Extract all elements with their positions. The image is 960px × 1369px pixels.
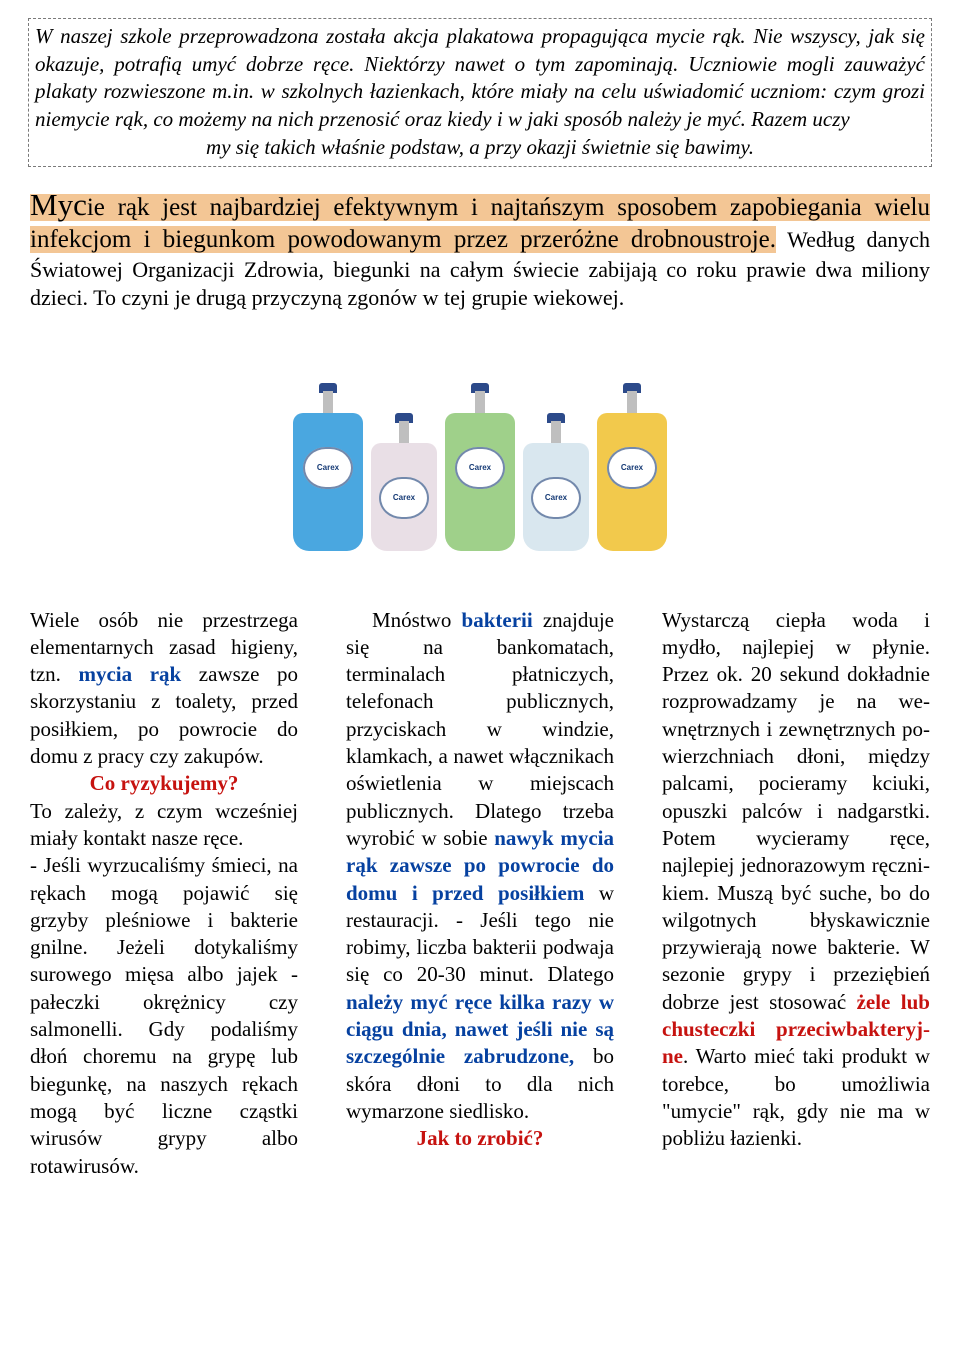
col2-bakterii: bakterii — [462, 608, 533, 632]
intro-text-main: W naszej szkole przeprowadzona została a… — [35, 24, 925, 131]
text-columns: Wiele osób nie przestrze­ga elementarnyc… — [28, 607, 932, 1180]
col2-p1a: Mnóstwo — [372, 608, 462, 632]
intro-text-lastline: my się takich właśnie podstaw, a przy ok… — [35, 134, 925, 162]
col1-p3: - Jeśli wyrzucaliśmy śmieci, na rękach m… — [30, 853, 298, 1177]
soap-bottle: Carex — [445, 383, 515, 551]
column-3: Wystarczą ciepła woda i mydło, najlepiej… — [662, 607, 930, 1180]
col2-p1b: znajduje się na bankoma­tach, terminalac… — [346, 608, 614, 850]
soap-bottle: Carex — [523, 413, 589, 551]
col1-mycia-rak: mycia rąk — [78, 662, 181, 686]
col3-p1b: . Warto mieć taki pro­dukt w torebce, bo… — [662, 1044, 930, 1150]
soap-bottles-illustration: CarexCarexCarexCarexCarex — [265, 351, 695, 551]
lead-paragraph: Mycie rąk jest najbardziej efektywnym i … — [28, 185, 932, 313]
soap-bottle: Carex — [371, 413, 437, 551]
soap-bottle: Carex — [293, 383, 363, 551]
col1-p2: To zależy, z czym wcze­śniej miały konta… — [30, 799, 298, 850]
col3-p1a: Wystarczą ciepła woda i mydło, najlepiej… — [662, 608, 930, 1014]
intro-box: W naszej szkole przeprowadzona została a… — [28, 18, 932, 167]
lead-highlight-firstword: Myc — [30, 187, 87, 222]
column-1: Wiele osób nie przestrze­ga elementarnyc… — [30, 607, 298, 1180]
column-2: Mnóstwo bakterii znajduje się na bankoma… — [346, 607, 614, 1180]
risk-heading: Co ryzykujemy? — [30, 770, 298, 797]
soap-bottle: Carex — [597, 383, 667, 551]
howto-heading: Jak to zrobić? — [346, 1125, 614, 1152]
